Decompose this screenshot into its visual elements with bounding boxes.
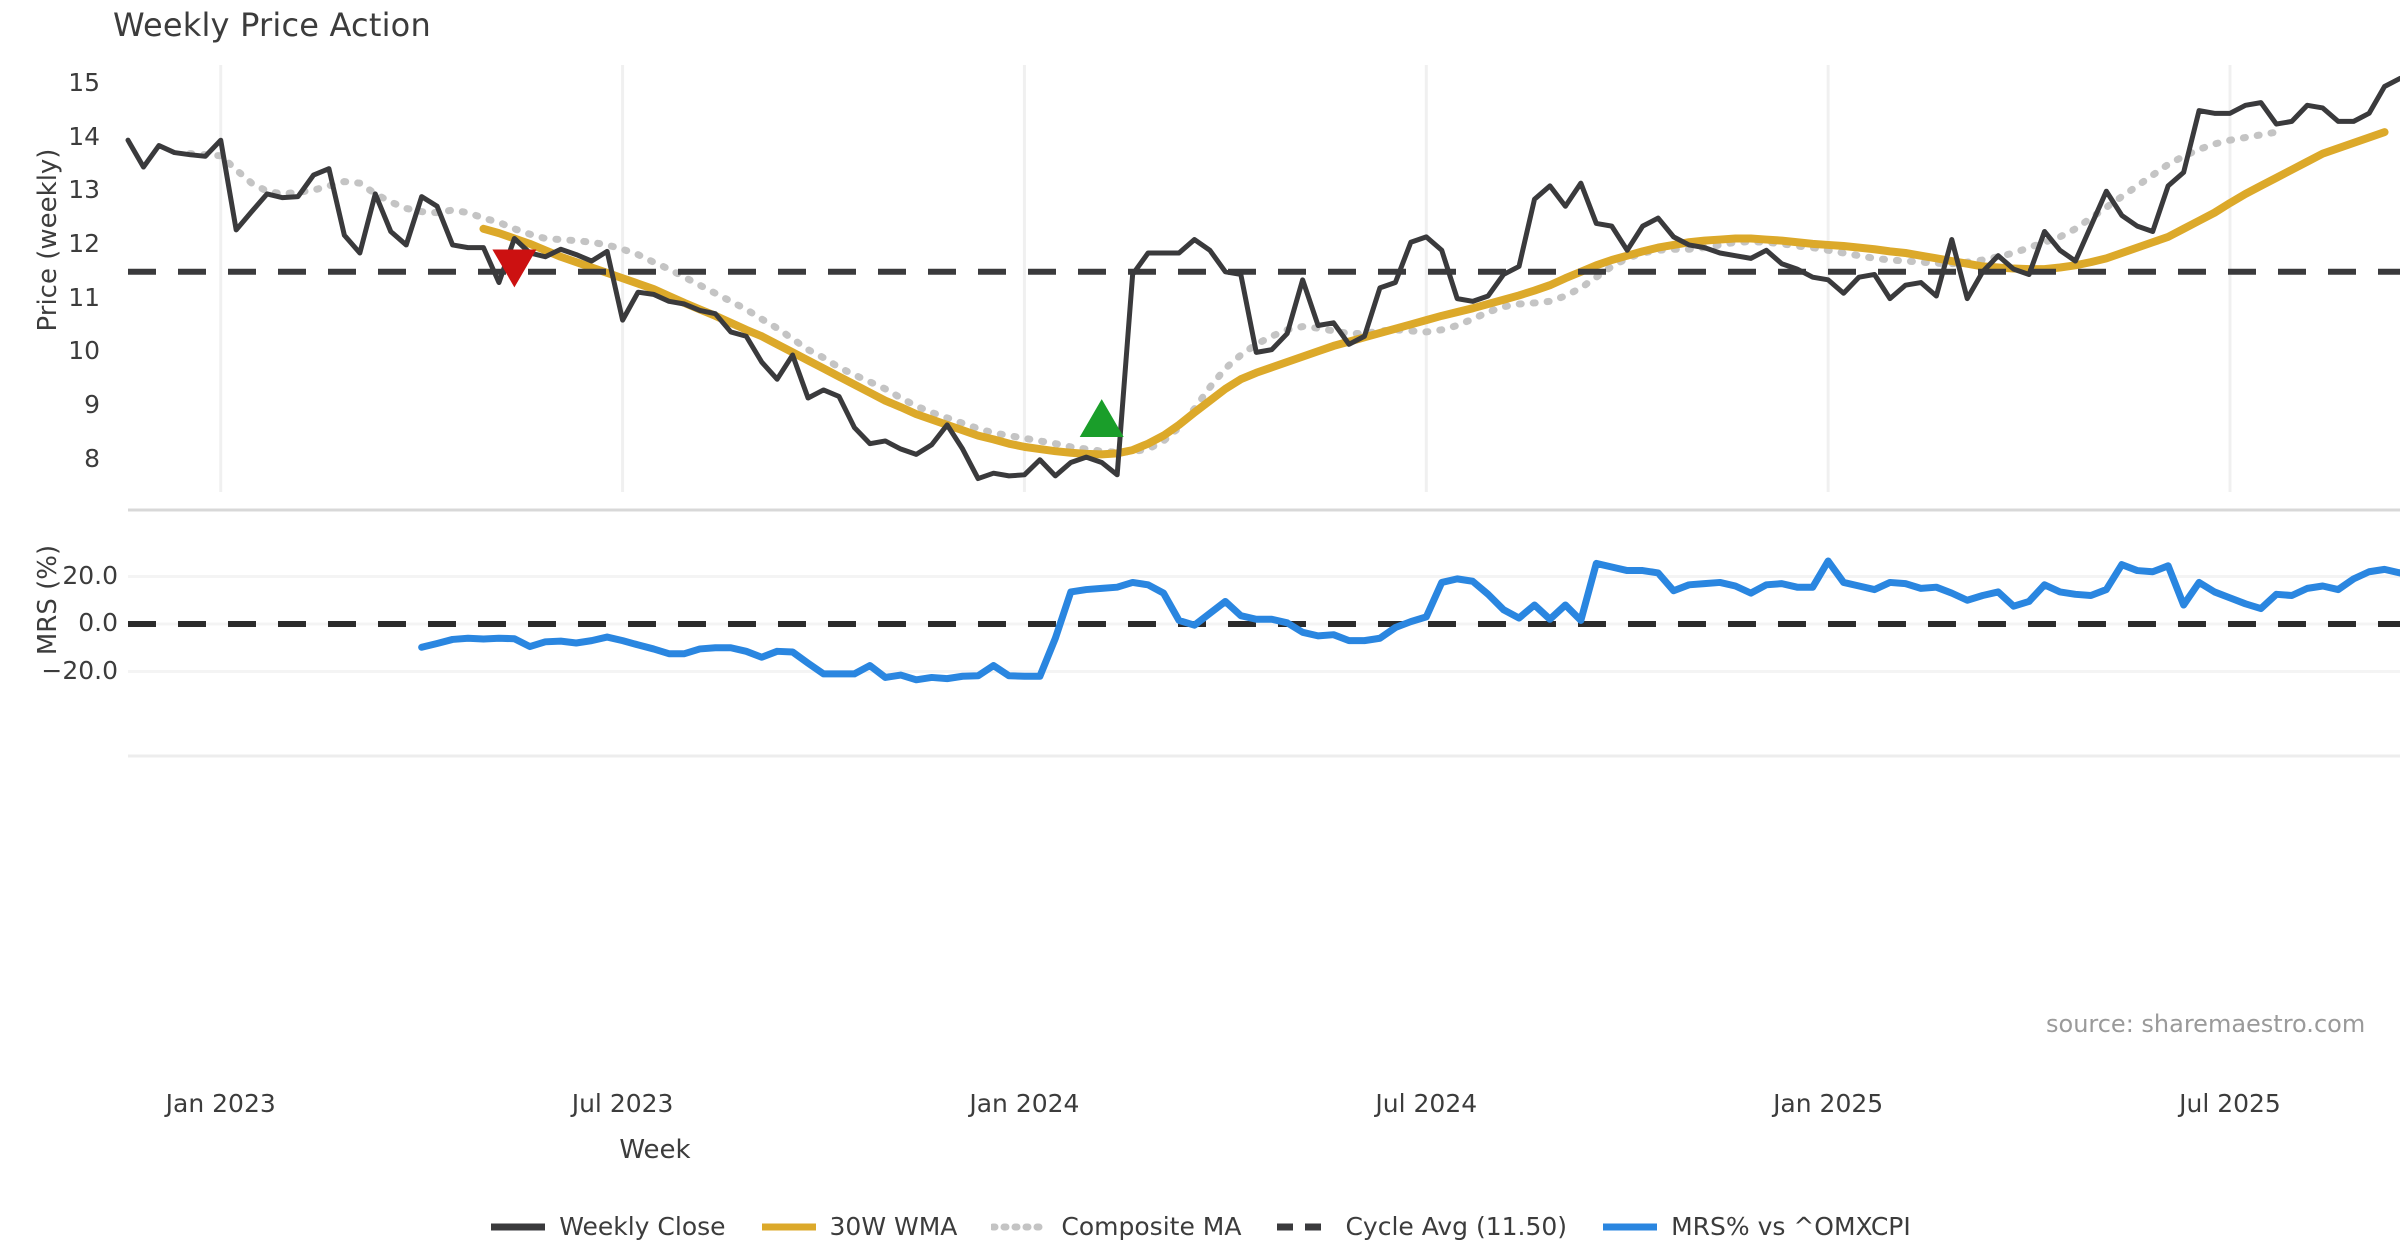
price-y-tick-12: 12 bbox=[68, 228, 100, 258]
price-y-tick-9: 9 bbox=[84, 390, 100, 420]
legend-item-weekly-close[interactable]: Weekly Close bbox=[489, 1212, 726, 1241]
mrs-line bbox=[418, 557, 2400, 684]
x-tick-4: Jan 2025 bbox=[1773, 1089, 1884, 1118]
mrs-panel-series bbox=[128, 557, 2400, 684]
price-y-tick-14: 14 bbox=[68, 121, 100, 151]
legend-label-cycle-avg: Cycle Avg (11.50) bbox=[1345, 1212, 1568, 1241]
weekly-close-line bbox=[125, 75, 2400, 482]
x-tick-0: Jan 2023 bbox=[165, 1089, 276, 1118]
legend-label-weekly-close: Weekly Close bbox=[559, 1212, 726, 1241]
mrs-y-tick-2: −20.0 bbox=[41, 655, 118, 685]
x-tick-5: Jul 2025 bbox=[2179, 1089, 2281, 1118]
price-y-tick-8: 8 bbox=[84, 443, 100, 473]
legend-swatch-wma-icon bbox=[761, 1223, 816, 1230]
buy-signal-marker-icon bbox=[1079, 399, 1124, 437]
legend-item-wma[interactable]: 30W WMA bbox=[760, 1212, 958, 1241]
x-axis-label: Week bbox=[619, 1135, 691, 1165]
x-tick-1: Jul 2023 bbox=[571, 1089, 674, 1118]
legend-swatch-cycle-avg-icon bbox=[1277, 1223, 1332, 1230]
legend-swatch-weekly-close-icon bbox=[491, 1223, 546, 1230]
legend-label-mrs: MRS% vs ^OMXCPI bbox=[1671, 1212, 1911, 1241]
gridlines bbox=[128, 65, 2400, 758]
chart-legend: Weekly Close 30W WMA Composite MA Cycle Avg… bbox=[0, 1212, 2400, 1241]
mrs-y-tick-1: 0.0 bbox=[78, 608, 118, 637]
sell-signal-marker-icon bbox=[492, 249, 537, 288]
mrs-y-tick-0: 20.0 bbox=[62, 560, 118, 590]
page-title: Weekly Price Action bbox=[113, 6, 431, 44]
plot-canvas bbox=[125, 65, 2400, 758]
price-panel-series bbox=[125, 75, 2400, 482]
source-attribution: source: sharemaestro.com bbox=[2046, 1010, 2366, 1038]
legend-item-composite-ma[interactable]: Composite MA bbox=[991, 1212, 1241, 1241]
legend-label-composite-ma: Composite MA bbox=[1061, 1212, 1242, 1241]
legend-item-mrs[interactable]: MRS% vs ^OMXCPI bbox=[1601, 1212, 1911, 1241]
legend-item-cycle-avg[interactable]: Cycle Avg (11.50) bbox=[1275, 1212, 1567, 1241]
price-y-tick-13: 13 bbox=[68, 175, 100, 205]
price-y-tick-15: 15 bbox=[68, 67, 100, 97]
signal-markers bbox=[492, 249, 1124, 437]
legend-label-wma: 30W WMA bbox=[829, 1212, 958, 1241]
price-y-tick-10: 10 bbox=[68, 336, 100, 366]
x-tick-2: Jan 2024 bbox=[969, 1089, 1080, 1118]
x-tick-3: Jul 2024 bbox=[1375, 1089, 1478, 1118]
legend-swatch-composite-ma-icon bbox=[991, 1223, 1050, 1230]
wma-line bbox=[479, 128, 2389, 459]
composite-ma-line bbox=[186, 128, 2280, 456]
legend-swatch-mrs-icon bbox=[1603, 1223, 1658, 1230]
price-y-tick-11: 11 bbox=[68, 282, 100, 312]
